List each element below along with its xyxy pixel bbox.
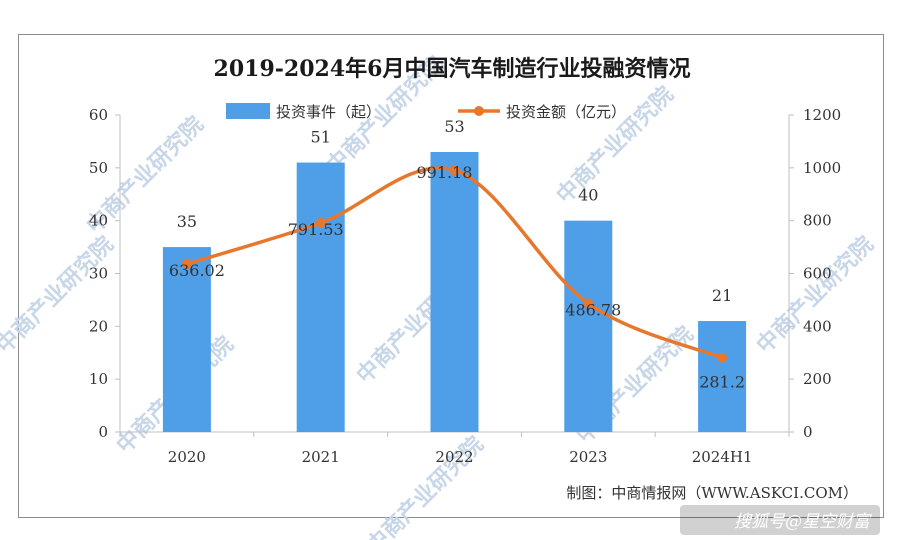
legend-label-events: 投资事件（起） [276,103,381,121]
right-axis-ticks: 0 200 400 600 800 1000 1200 [789,106,841,441]
left-tick-label: 40 [89,212,108,230]
line-value-label: 791.53 [288,220,344,239]
x-axis-ticks: 2020 2021 2022 2023 2024H1 [119,432,790,466]
footer-text: 搜狐号@星空财富 [734,512,872,532]
data-labels: 35 51 53 40 21 636.02 791.53 991.18 486.78 281.2 [169,117,745,392]
watermark-text: 中商产业研究院 [551,81,678,208]
source-note: 制图：中商情报网（WWW.ASKCI.COM） [566,484,858,502]
watermark-text: 中商产业研究院 [751,231,878,358]
right-tick-label: 200 [803,370,832,388]
bar-value-label: 35 [177,212,197,231]
bar [162,247,211,432]
x-tick-label: 2022 [435,448,473,466]
left-tick-label: 30 [89,265,108,283]
amount-point [583,298,594,309]
left-tick-label: 0 [98,423,108,441]
bar [698,321,747,432]
legend-bar-swatch [226,103,270,119]
right-tick-label: 0 [803,423,813,441]
legend-label-amount: 投资金额（亿元） [506,103,626,121]
bar [430,151,479,432]
bar-value-label: 21 [712,286,732,305]
amount-point [449,165,460,176]
footer-overlay: 搜狐号@星空财富 [680,505,880,535]
right-tick-label: 1000 [803,159,841,177]
bar-value-label: 40 [578,186,598,205]
legend-line-marker [474,106,484,116]
right-tick-label: 800 [803,212,832,230]
left-tick-label: 10 [89,370,108,388]
right-tick-label: 1200 [803,106,841,124]
line-value-label: 991.18 [417,163,473,182]
line-value-label: 636.02 [169,261,225,280]
bar-value-label: 51 [311,128,331,147]
amount-point [315,217,326,228]
x-tick-label: 2020 [168,448,206,466]
legend: 投资事件（起） 投资金额（亿元） [226,103,626,121]
x-tick-label: 2021 [302,448,340,466]
bar [296,162,345,433]
line-value-label: 281.2 [699,373,745,392]
left-axis-ticks: 0 10 20 30 40 50 60 [89,106,120,441]
watermark-text: 中商产业研究院 [0,231,119,358]
right-tick-label: 600 [803,265,832,283]
x-tick-label: 2023 [569,448,607,466]
bar-value-label: 53 [444,117,464,136]
left-tick-label: 20 [89,317,108,335]
chart-title: 2019-2024年6月中国汽车制造行业投融资情况 [214,56,691,82]
amount-point [717,352,728,363]
line-value-label: 486.78 [565,300,621,319]
bar [564,220,613,432]
left-tick-label: 50 [89,159,108,177]
right-tick-label: 400 [803,317,832,335]
amount-point [181,258,192,269]
bar-series [162,151,747,433]
left-tick-label: 60 [89,106,108,124]
x-tick-label: 2024H1 [692,448,753,466]
line-series [181,165,728,363]
